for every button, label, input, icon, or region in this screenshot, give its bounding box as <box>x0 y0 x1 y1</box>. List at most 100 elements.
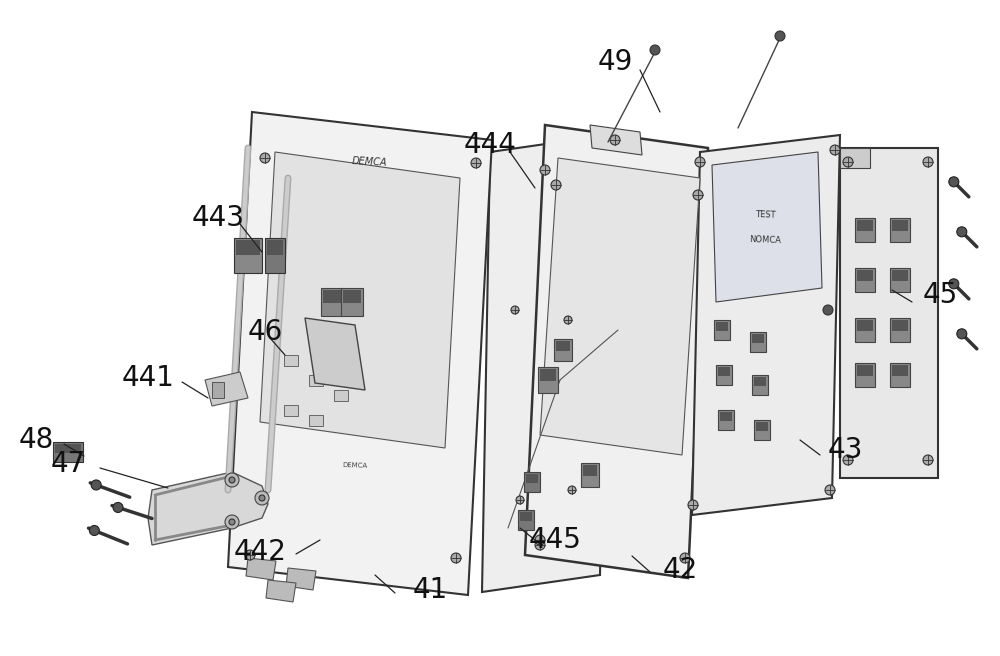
Bar <box>520 512 532 521</box>
Bar <box>855 318 875 342</box>
Text: 441: 441 <box>122 364 174 392</box>
Polygon shape <box>266 580 296 602</box>
Bar <box>892 320 908 331</box>
Circle shape <box>843 157 853 167</box>
Circle shape <box>511 306 519 314</box>
Circle shape <box>680 553 690 563</box>
Polygon shape <box>840 148 938 478</box>
Circle shape <box>923 157 933 167</box>
Bar <box>890 318 910 342</box>
Polygon shape <box>540 158 700 455</box>
Bar <box>892 220 908 231</box>
Bar <box>55 444 81 453</box>
Bar <box>341 288 363 316</box>
Bar <box>892 365 908 376</box>
Circle shape <box>259 495 265 501</box>
Bar <box>754 377 766 386</box>
Bar <box>857 320 873 331</box>
Polygon shape <box>525 125 708 578</box>
Circle shape <box>451 553 461 563</box>
Bar <box>855 268 875 292</box>
Bar <box>720 412 732 421</box>
Circle shape <box>650 45 660 55</box>
Bar <box>714 320 730 340</box>
Circle shape <box>830 145 840 155</box>
Circle shape <box>225 473 239 487</box>
Bar <box>556 341 570 351</box>
Polygon shape <box>260 152 460 448</box>
Bar <box>890 268 910 292</box>
Circle shape <box>695 157 705 167</box>
Bar <box>752 334 764 343</box>
Polygon shape <box>205 372 248 406</box>
Polygon shape <box>692 135 840 515</box>
Circle shape <box>568 486 576 494</box>
Bar <box>855 218 875 242</box>
Text: 41: 41 <box>412 576 448 604</box>
Circle shape <box>113 502 123 512</box>
Text: 48: 48 <box>18 426 54 454</box>
Circle shape <box>225 515 239 529</box>
Circle shape <box>949 177 959 187</box>
Bar <box>518 510 534 530</box>
Bar <box>752 375 768 395</box>
Bar <box>716 322 728 331</box>
Circle shape <box>516 496 524 504</box>
Bar <box>284 405 298 416</box>
Bar <box>855 363 875 387</box>
Circle shape <box>471 158 481 168</box>
Bar <box>754 420 770 440</box>
Bar <box>857 365 873 376</box>
Circle shape <box>245 550 255 560</box>
Text: 45: 45 <box>922 281 958 309</box>
Circle shape <box>535 535 545 545</box>
Text: 443: 443 <box>192 204 244 232</box>
Circle shape <box>564 316 572 324</box>
Bar <box>750 332 766 352</box>
Bar <box>309 415 323 426</box>
Text: DEMCA: DEMCA <box>352 156 388 168</box>
Circle shape <box>229 477 235 483</box>
Circle shape <box>551 180 561 190</box>
Bar <box>236 239 260 255</box>
Bar <box>857 220 873 231</box>
Bar <box>284 355 298 366</box>
Text: 47: 47 <box>50 450 86 478</box>
Circle shape <box>255 491 269 505</box>
Circle shape <box>775 31 785 41</box>
Text: 42: 42 <box>662 556 698 584</box>
Text: NOMCA: NOMCA <box>749 235 781 245</box>
Text: 46: 46 <box>247 318 283 346</box>
Bar <box>323 290 341 302</box>
Polygon shape <box>286 568 316 590</box>
Polygon shape <box>712 152 822 302</box>
Text: DEMCA: DEMCA <box>342 462 368 468</box>
Circle shape <box>949 279 959 289</box>
Bar <box>321 288 343 316</box>
Bar <box>212 382 224 398</box>
Circle shape <box>260 153 270 163</box>
Circle shape <box>957 329 967 338</box>
Polygon shape <box>482 135 608 592</box>
Bar <box>890 218 910 242</box>
Circle shape <box>610 135 620 145</box>
Polygon shape <box>246 558 276 580</box>
Polygon shape <box>840 148 870 168</box>
Circle shape <box>843 455 853 465</box>
Text: 442: 442 <box>234 538 286 566</box>
Circle shape <box>229 519 235 525</box>
Circle shape <box>91 480 101 490</box>
Bar <box>526 474 538 483</box>
Circle shape <box>823 305 833 315</box>
Bar <box>890 363 910 387</box>
Bar <box>554 339 572 361</box>
Bar <box>524 472 540 492</box>
Bar <box>540 369 556 380</box>
Bar <box>334 390 348 401</box>
Bar <box>583 465 597 476</box>
Circle shape <box>535 540 545 550</box>
Polygon shape <box>590 125 642 155</box>
Bar <box>309 375 323 386</box>
Bar <box>265 237 285 272</box>
Bar <box>581 463 599 487</box>
